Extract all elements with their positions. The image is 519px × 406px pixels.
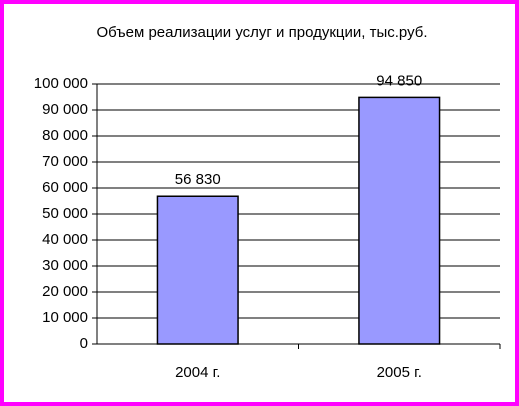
y-tick-label: 80 000 [42,127,88,144]
y-tick-label: 50 000 [42,205,88,222]
y-tick-label: 0 [80,335,88,352]
y-tick-label: 60 000 [42,179,88,196]
x-tick-label: 2004 г. [175,364,220,381]
x-tick-label: 2005 г. [377,364,422,381]
y-tick-label: 10 000 [42,309,88,326]
y-tick-label: 70 000 [42,153,88,170]
y-tick-label: 90 000 [42,101,88,118]
value-label: 94 850 [376,72,422,89]
y-tick-label: 30 000 [42,257,88,274]
y-tick-label: 40 000 [42,231,88,248]
bar [156,195,239,345]
bar [358,96,441,345]
y-tick-label: 20 000 [42,283,88,300]
chart-title: Объем реализации услуг и продукции, тыс.… [96,24,427,41]
value-label: 56 830 [175,171,221,188]
y-tick-label: 100 000 [34,75,88,92]
